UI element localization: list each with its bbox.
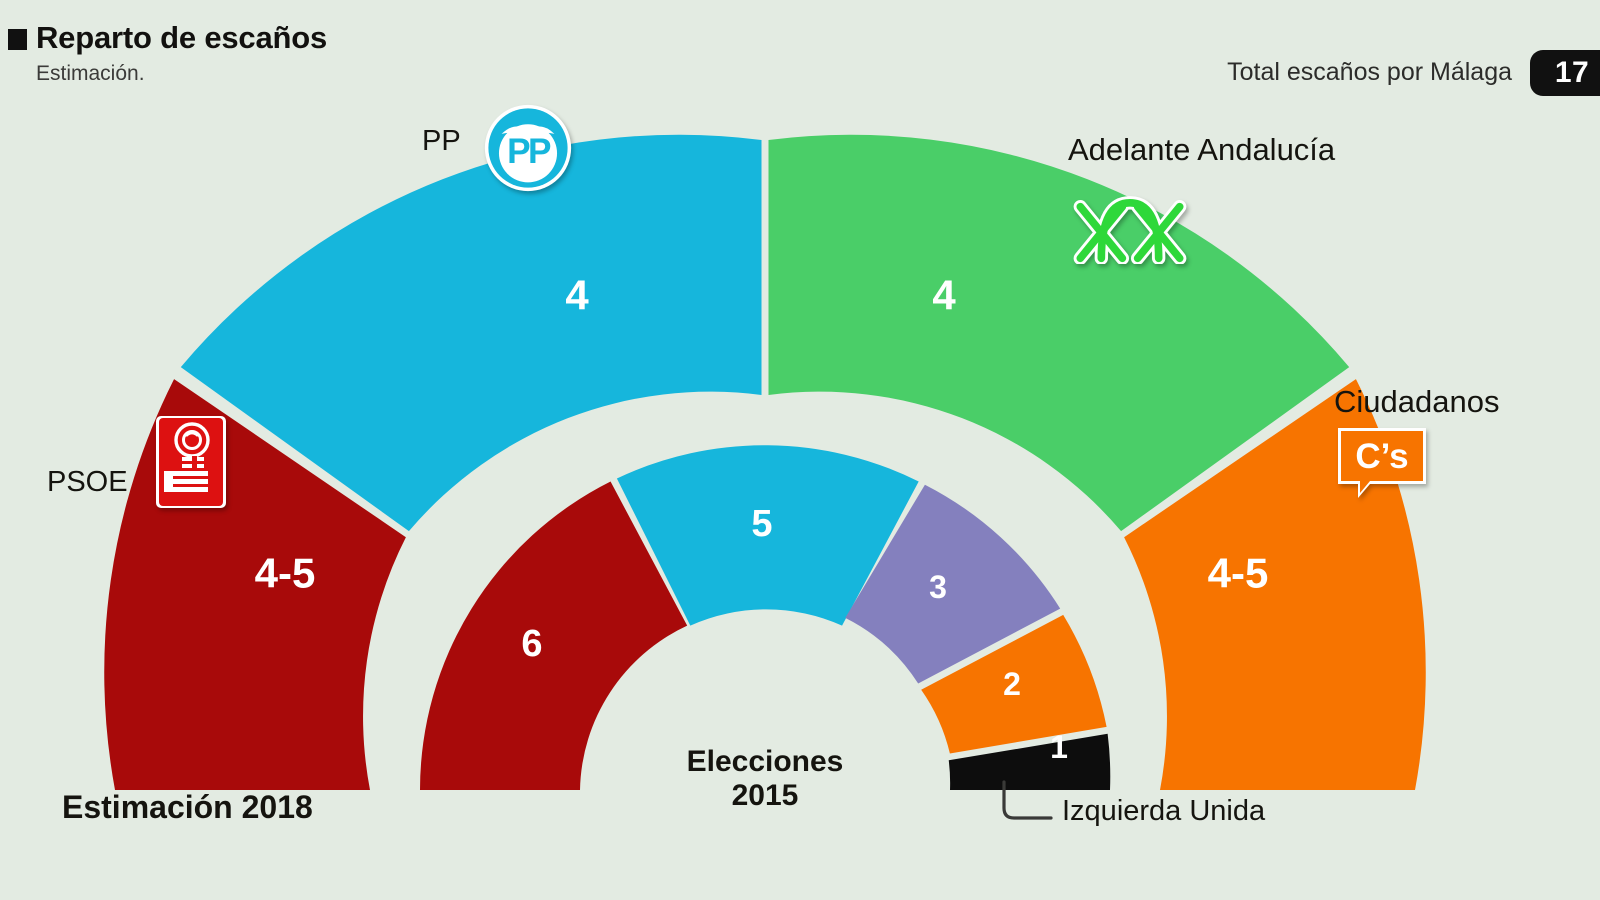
inner-segment-pp[interactable] [616,445,919,626]
page-subtitle: Estimación. [36,62,145,85]
caption-estimacion-2018: Estimación 2018 [62,789,313,825]
inner-segment-psoe[interactable] [420,481,688,790]
inner-ring-elecciones-2015: 5 6 3 2 1 [420,445,1111,790]
svg-text:PP: PP [507,132,551,171]
outer-segment-pp[interactable] [180,134,762,532]
inner-label-psoe: 6 [521,623,542,665]
ciudadanos-cs-logo-icon: C’s [1338,428,1426,498]
outer-label-psoe: 4-5 [255,550,316,597]
inner-segment-podemos[interactable] [845,484,1061,684]
outer-ring-estimacion-2018: 4-5 4 4 4-5 [104,134,1426,790]
ciudadanos-logo-text: C’s [1355,437,1408,476]
inner-label-podemos: 3 [929,569,947,605]
inner-segment-izquierda-unida[interactable] [948,733,1111,790]
inner-segment-ciudadanos[interactable] [921,614,1107,754]
inner-label-ciudadanos: 2 [1003,666,1021,702]
izquierda-unida-callout-line [1002,780,1053,820]
page-title: Reparto de escaños [36,20,328,55]
square-bullet-icon [8,29,27,50]
outer-label-ciudadanos: 4-5 [1208,550,1269,597]
header: Reparto de escaños Estimación. Total esc… [0,0,1600,110]
psoe-rose-fist-logo-icon [156,416,226,508]
outer-label-pp: 4 [565,272,589,319]
caption-elecciones-line1: Elecciones [686,745,844,778]
pp-logo-icon: PP [484,104,572,192]
inner-label-pp: 5 [751,503,772,545]
caption-elecciones-2015: Elecciones 2015 [655,745,875,812]
outer-label-adelante: 4 [932,272,956,319]
party-label-adelante: Adelante Andalucía [1068,132,1336,167]
total-seats-badge: 17 [1530,50,1600,96]
caption-elecciones-line2: 2015 [731,778,799,812]
party-label-ciudadanos: Ciudadanos [1334,384,1500,419]
party-label-pp: PP [422,125,461,157]
party-label-psoe: PSOE [47,466,128,498]
adelante-andalucia-logo-icon [1073,196,1187,264]
total-seats-label: Total escaños por Málaga [1227,58,1512,86]
inner-label-izquierda-unida: 1 [1050,729,1068,765]
outer-segment-adelante[interactable] [768,134,1350,532]
caption-izquierda-unida: Izquierda Unida [1062,795,1266,827]
